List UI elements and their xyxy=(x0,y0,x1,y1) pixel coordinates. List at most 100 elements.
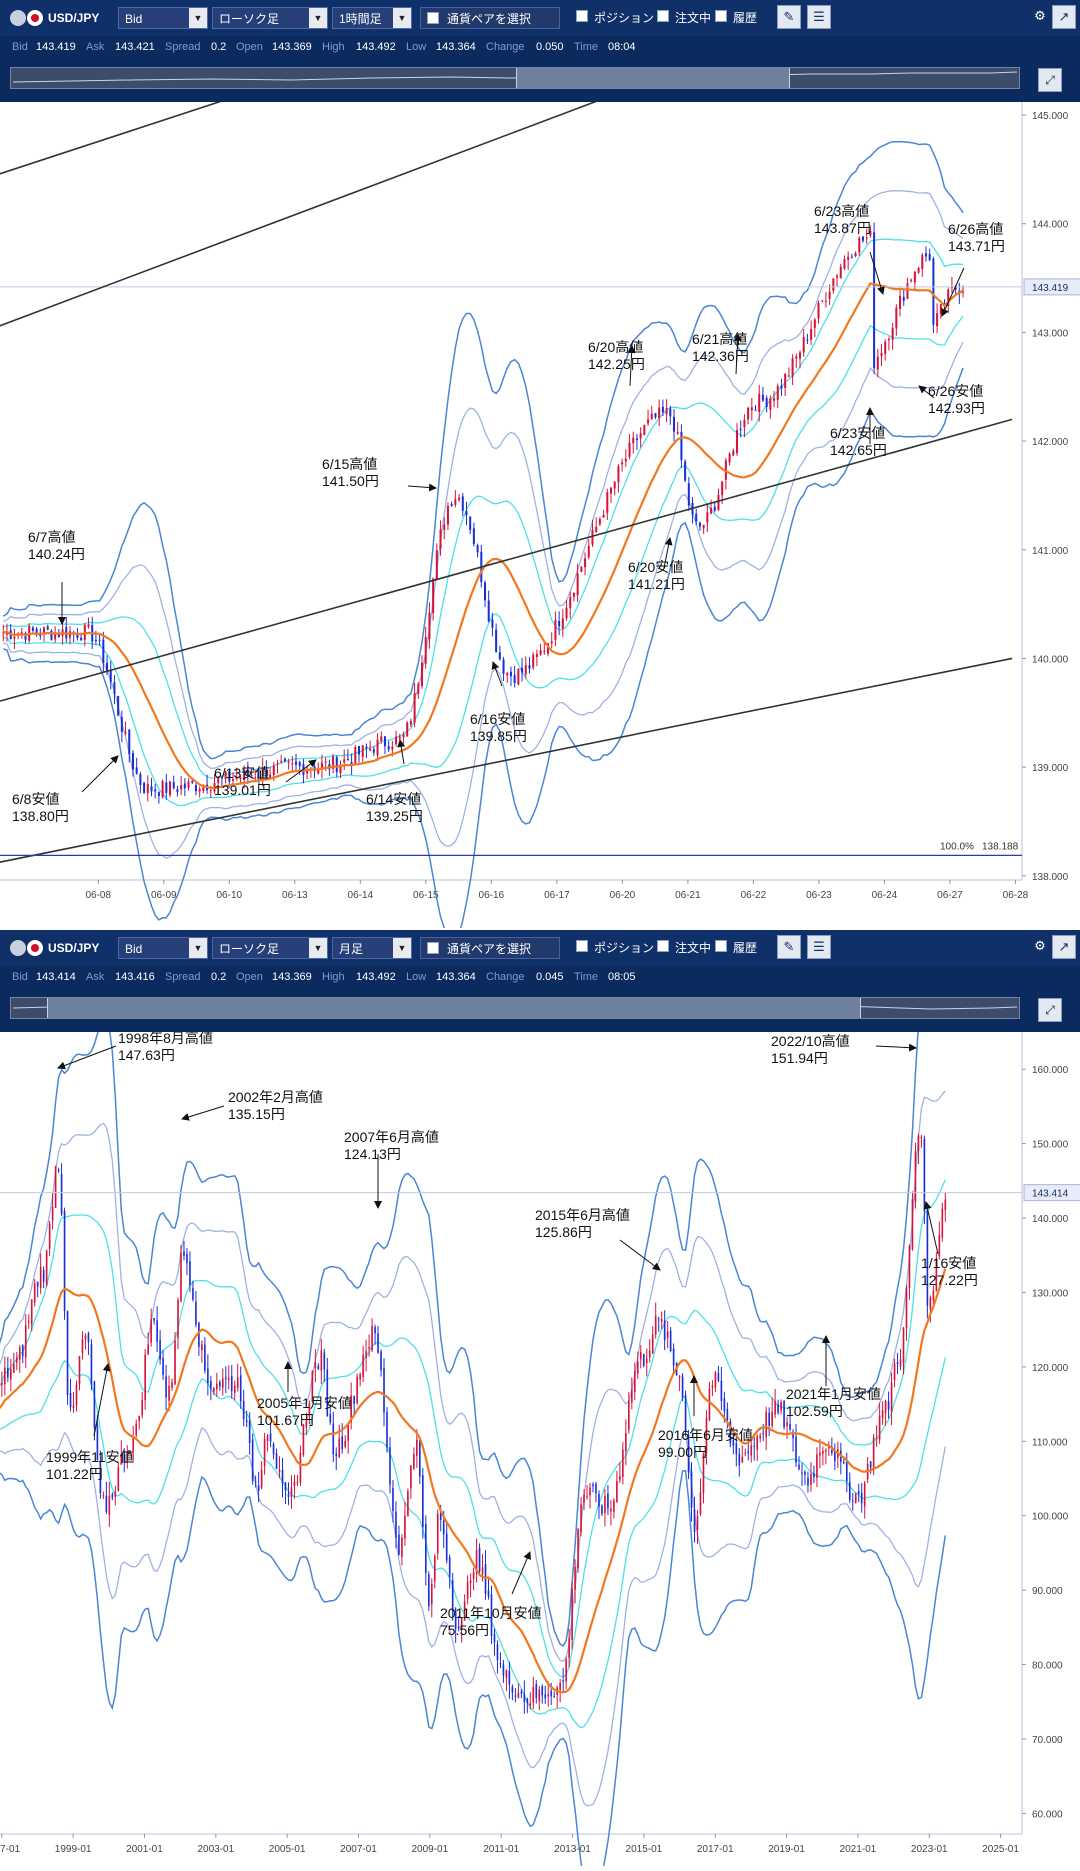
annotation-label: 2015年6月高値 xyxy=(535,1207,630,1223)
candle-body xyxy=(676,432,679,434)
bollinger-band-2sigma-upper xyxy=(3,190,964,770)
price-type-select[interactable]: Bid ▼ xyxy=(118,7,208,29)
candle-body xyxy=(90,1344,93,1385)
currency-pair-label[interactable]: USD/JPY xyxy=(48,11,100,25)
candle-body xyxy=(577,1529,579,1569)
candle-body xyxy=(905,1287,908,1329)
indicator-list-icon[interactable]: ☰ xyxy=(807,935,831,959)
navigator-track[interactable] xyxy=(10,67,1020,89)
candle-body xyxy=(102,1495,105,1497)
chart-type-select[interactable]: ローソク足 ▼ xyxy=(212,937,328,959)
candle-body xyxy=(893,1363,896,1380)
chart-type-select[interactable]: ローソク足 ▼ xyxy=(212,7,328,29)
select-pair-button[interactable]: 通貨ペアを選択 xyxy=(420,937,560,959)
candle-body xyxy=(191,781,194,783)
select-pair-button[interactable]: 通貨ペアを選択 xyxy=(420,7,560,29)
history-label: 履歴 xyxy=(733,11,758,25)
candle-body xyxy=(419,1440,421,1477)
candle-body xyxy=(48,1223,51,1249)
timeframe-select[interactable]: 1時間足 ▼ xyxy=(332,7,412,29)
history-checkbox[interactable] xyxy=(715,10,727,22)
candle-body xyxy=(195,1301,197,1325)
popout-icon[interactable]: ↗ xyxy=(1052,935,1076,959)
position-label: ポジション xyxy=(594,941,655,955)
navigator-track[interactable] xyxy=(10,997,1020,1019)
candle-body xyxy=(651,1334,654,1354)
y-tick-label: 60.000 xyxy=(1032,1809,1063,1820)
indicator-list-icon[interactable]: ☰ xyxy=(807,5,831,29)
candle-body xyxy=(123,1451,126,1463)
candle-body xyxy=(311,1370,314,1403)
annotation-arrow xyxy=(875,1043,917,1052)
y-tick-label: 160.000 xyxy=(1032,1065,1069,1076)
spread-value: 0.2 xyxy=(211,41,227,53)
chart-area[interactable]: 160.000 150.000 140.000 130.000 120.000 110.0… xyxy=(0,978,1080,1871)
timeframe-select[interactable]: 月足 ▼ xyxy=(332,937,412,959)
drawing-tool-icon[interactable]: ✎ xyxy=(777,935,801,959)
candle-body xyxy=(708,1388,711,1421)
candle-body xyxy=(546,643,550,654)
order-checkbox[interactable] xyxy=(657,940,669,952)
order-label: 注文中 xyxy=(675,941,712,955)
annotation-arrow xyxy=(918,385,935,399)
order-checkbox[interactable] xyxy=(657,10,669,22)
bollinger-band-1sigma-upper xyxy=(3,238,964,779)
candle-body xyxy=(278,1470,281,1473)
candle-body xyxy=(108,1495,111,1515)
price-type-select[interactable]: Bid ▼ xyxy=(118,937,208,959)
position-checkbox[interactable] xyxy=(576,940,588,952)
candle-body xyxy=(609,487,613,494)
expand-icon[interactable]: ⤢ xyxy=(1038,998,1062,1022)
gear-icon[interactable]: ⚙ xyxy=(1034,8,1046,23)
candle-body xyxy=(290,1487,293,1497)
candle-body xyxy=(723,1398,726,1412)
candle-body xyxy=(248,1420,251,1443)
candle-body xyxy=(43,627,46,635)
candle-body xyxy=(806,339,809,341)
candle-body xyxy=(631,1389,633,1403)
candle-body xyxy=(762,1433,765,1435)
candle-body xyxy=(454,1608,457,1630)
monthly-chart-panel: USD/JPY Bid ▼ ローソク足 ▼ 月足 ▼ 通貨ペアを選択 ポジション… xyxy=(0,930,1080,1871)
candle-body xyxy=(57,634,60,637)
candle-body xyxy=(413,693,416,723)
candle-body xyxy=(243,769,246,780)
select-pair-checkbox[interactable] xyxy=(427,12,439,24)
position-checkbox[interactable] xyxy=(576,10,588,22)
timeframe-value: 月足 xyxy=(339,942,364,956)
candle-body xyxy=(317,767,320,774)
timeframe-value: 1時間足 xyxy=(339,12,382,26)
expand-icon[interactable]: ⤢ xyxy=(1038,68,1062,92)
chart-area[interactable]: 145.000 144.000 143.000 142.000 141.000 140.0… xyxy=(0,59,1080,942)
gear-icon[interactable]: ⚙ xyxy=(1034,938,1046,953)
monthly-candlestick-chart[interactable]: 160.000 150.000 140.000 130.000 120.000 110.0… xyxy=(0,978,1080,1871)
chevron-down-icon: ▼ xyxy=(189,938,207,958)
candle-body xyxy=(607,1493,609,1509)
select-pair-checkbox[interactable] xyxy=(427,942,439,954)
candle-body xyxy=(559,1683,561,1691)
candle-body xyxy=(735,1443,738,1455)
navigator-range-handle[interactable] xyxy=(47,998,861,1018)
candle-body xyxy=(183,1251,185,1257)
popout-icon[interactable]: ↗ xyxy=(1052,5,1076,29)
annotation-price: 125.86円 xyxy=(535,1224,592,1240)
candle-body xyxy=(738,1453,741,1466)
hourly-candlestick-chart[interactable]: 145.000 144.000 143.000 142.000 141.000 140.0… xyxy=(0,59,1080,942)
candle-body xyxy=(721,481,724,496)
candle-body xyxy=(642,1354,645,1366)
candle-body xyxy=(114,1491,117,1497)
x-tick-label: 2015-01 xyxy=(626,1844,663,1855)
candle-body xyxy=(574,1566,576,1590)
candle-body xyxy=(487,600,490,622)
open-label: Open xyxy=(236,971,263,983)
drawing-tool-icon[interactable]: ✎ xyxy=(777,5,801,29)
candle-body xyxy=(180,785,183,790)
candle-body xyxy=(913,271,916,283)
history-checkbox[interactable] xyxy=(715,940,727,952)
currency-pair-label[interactable]: USD/JPY xyxy=(48,941,100,955)
y-tick-label: 141.000 xyxy=(1032,546,1069,557)
candle-body xyxy=(863,1483,866,1507)
annotation-price: 102.59円 xyxy=(786,1403,843,1419)
candle-body xyxy=(616,1481,618,1502)
navigator-range-handle[interactable] xyxy=(516,68,790,88)
